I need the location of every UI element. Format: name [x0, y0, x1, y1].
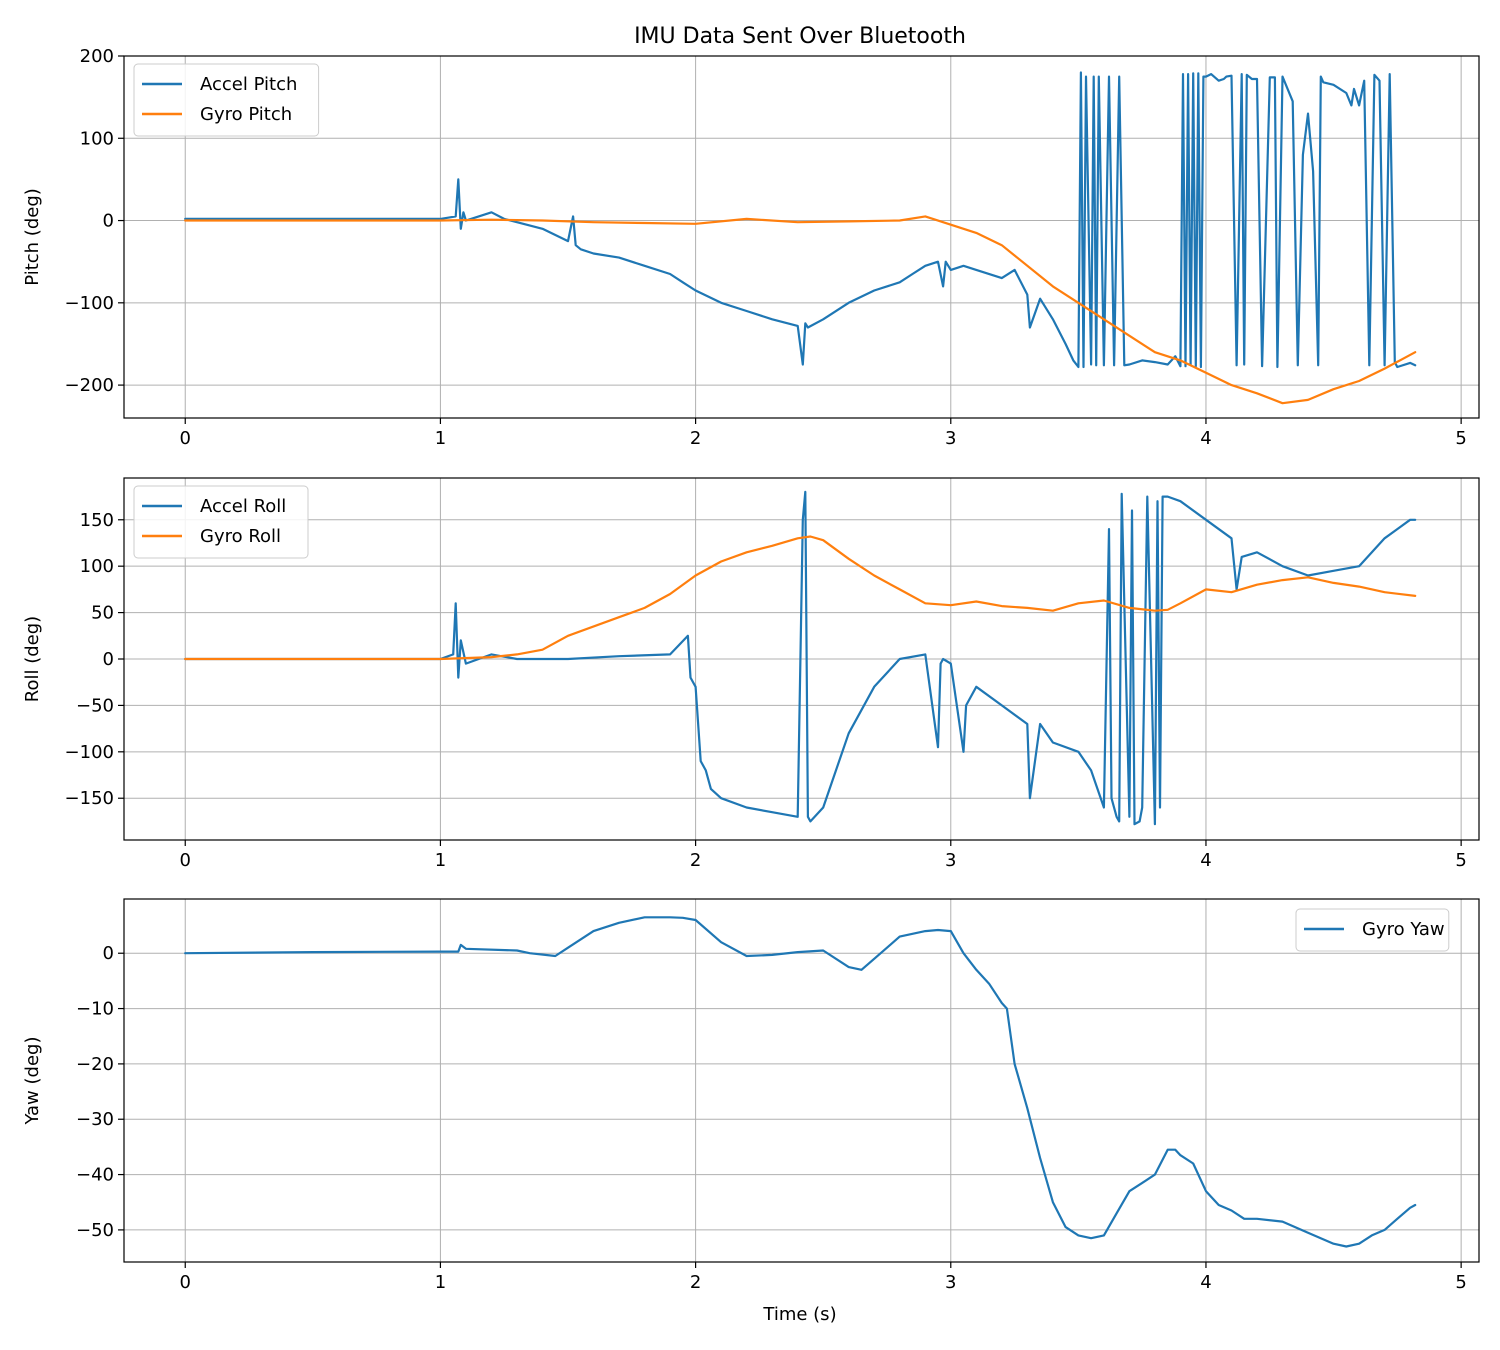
y-tick-label: −40: [76, 1165, 114, 1186]
y-tick-label: −200: [65, 375, 114, 396]
y-tick-label: −50: [76, 1220, 114, 1241]
legend: Accel Roll Gyro Roll: [133, 485, 309, 559]
x-tick-label: 4: [1200, 428, 1211, 449]
x-axis-label: Time (s): [762, 1304, 836, 1325]
y-tick-label: −10: [76, 999, 114, 1020]
y-tick-label: −50: [76, 695, 114, 716]
x-tick-label: 0: [180, 1272, 191, 1293]
legend-box: [1295, 908, 1450, 952]
x-tick-label: 0: [180, 850, 191, 871]
y-axis-label: Roll (deg): [22, 616, 43, 702]
x-tick-label: 4: [1200, 850, 1211, 871]
y-tick-label: 100: [80, 128, 114, 149]
y-tick-label: −150: [65, 788, 114, 809]
legend-box: [133, 63, 320, 137]
axes-frame: [123, 55, 1480, 419]
gyro-yaw-line: [184, 916, 1417, 1248]
gyro-roll-line: [184, 535, 1417, 661]
x-tick-label: 5: [1455, 850, 1466, 871]
legend: Gyro Yaw: [1295, 908, 1450, 952]
x-tick-label: 3: [945, 1272, 956, 1293]
y-tick-label: 200: [80, 46, 114, 67]
y-tick-label: 0: [103, 649, 114, 670]
y-axis-label: Pitch (deg): [22, 188, 43, 286]
pitch-panel: 0 1 2 3 4 5 200 100 0 −100 −200 Pitch (deg) Accel Pi…: [22, 46, 1480, 449]
gyro-yaw-legend-label: Gyro Yaw: [1362, 919, 1445, 940]
y-tick-label: 0: [103, 211, 114, 232]
y-axis-label: Yaw (deg): [22, 1037, 43, 1126]
series-group: [184, 916, 1417, 1248]
accel-roll-line: [184, 490, 1417, 826]
y-tick-label: −100: [65, 293, 114, 314]
x-tick-label: 0: [180, 428, 191, 449]
x-tick-label: 2: [690, 1272, 701, 1293]
y-tick-label: −30: [76, 1109, 114, 1130]
y-tick-label: −20: [76, 1054, 114, 1075]
yaw-panel: 0 1 2 3 4 5 0 −10 −20 −30 −40 −50 Yaw (deg) Gyro Yaw: [22, 898, 1480, 1293]
x-tick-label: 3: [945, 850, 956, 871]
x-tick-label: 5: [1455, 1272, 1466, 1293]
x-tick-label: 1: [435, 428, 446, 449]
gyro-pitch-legend-label: Gyro Pitch: [200, 104, 292, 125]
legend-box: [133, 485, 309, 559]
y-tick-label: 0: [103, 943, 114, 964]
y-tick-label: 150: [80, 510, 114, 531]
x-tick-label: 2: [690, 850, 701, 871]
x-tick-label: 4: [1200, 1272, 1211, 1293]
series-group: [184, 490, 1417, 826]
accel-pitch-line: [184, 71, 1417, 369]
x-tick-label: 2: [690, 428, 701, 449]
y-tick-label: 50: [91, 603, 114, 624]
figure-title: IMU Data Sent Over Bluetooth: [634, 24, 966, 49]
x-tick-label: 1: [435, 1272, 446, 1293]
roll-panel: 0 1 2 3 4 5 150 100 50 0 −50 −100 −150 Roll (deg) Acce…: [22, 477, 1480, 871]
x-tick-label: 3: [945, 428, 956, 449]
y-tick-label: −100: [65, 742, 114, 763]
accel-pitch-legend-label: Accel Pitch: [200, 74, 297, 95]
x-tick-label: 5: [1455, 428, 1466, 449]
gyro-roll-legend-label: Gyro Roll: [200, 526, 281, 547]
series-group: [184, 71, 1417, 405]
legend: Accel Pitch Gyro Pitch: [133, 63, 320, 137]
gyro-pitch-line: [184, 215, 1417, 405]
axes-frame: [123, 898, 1480, 1263]
accel-roll-legend-label: Accel Roll: [200, 496, 286, 517]
x-tick-label: 1: [435, 850, 446, 871]
y-tick-label: 100: [80, 556, 114, 577]
